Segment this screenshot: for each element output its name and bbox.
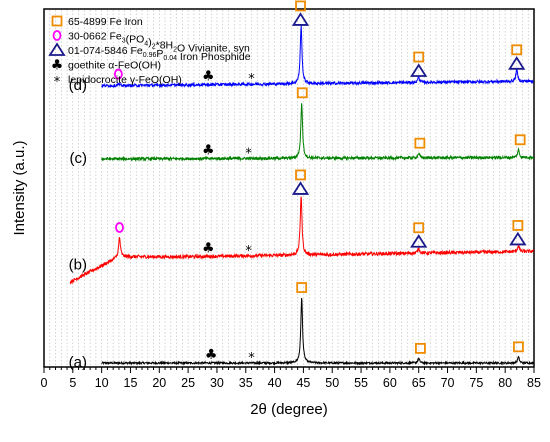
phase-markers: ♣ * ♣ * ♣ * ♣ * [113, 0, 527, 366]
legend-label-2: 30-0662 Fe3(PO4)2*8H2O Vivianite, syn [68, 31, 250, 55]
marker-asterisk: * [245, 244, 252, 259]
marker-circle [113, 68, 123, 80]
marker-triangle [509, 231, 527, 246]
marker-square [295, 0, 306, 12]
x-tick-label: 50 [325, 376, 339, 390]
x-tick-label: 70 [441, 376, 455, 390]
series-line-3 [101, 103, 535, 162]
marker-square [415, 342, 426, 354]
curve-label-4: (d) [69, 77, 87, 94]
x-tick-label: 65 [412, 376, 426, 390]
marker-triangle [410, 63, 428, 77]
series-line-2 [69, 196, 534, 285]
marker-square [514, 134, 526, 146]
marker-square [414, 137, 426, 149]
marker-triangle [410, 234, 428, 248]
y-axis-title: Intensity (a.u.) [11, 140, 28, 235]
marker-asterisk: * [245, 146, 252, 161]
curve-label-2: (b) [69, 257, 87, 274]
marker-club: ♣ [202, 69, 215, 85]
x-tick-label: 80 [498, 376, 512, 390]
legend-label-3: 01-074-5846 Fe0.96P0.04 Iron Phosphide [68, 45, 251, 63]
legend-club-symbol: ♣ [51, 58, 64, 74]
x-tick-label: 45 [296, 376, 310, 390]
x-tick-label: 35 [239, 376, 253, 390]
marker-triangle [508, 56, 526, 70]
marker-square [413, 222, 425, 234]
marker-asterisk: * [248, 351, 255, 366]
x-tick-label: 15 [124, 376, 138, 390]
marker-square [513, 341, 524, 353]
x-tick-label: 5 [69, 376, 76, 390]
x-tick-label: 0 [41, 376, 48, 390]
x-tick-label: 10 [95, 376, 109, 390]
legend-square-symbol [51, 15, 63, 27]
legend-triangle-symbol [48, 42, 66, 56]
x-tick-label: 30 [210, 376, 224, 390]
marker-asterisk: * [248, 72, 255, 87]
marker-square [413, 51, 425, 63]
marker-club: ♣ [205, 347, 218, 363]
curve-label-1: (a) [69, 354, 87, 371]
x-tick-label: 60 [383, 376, 397, 390]
marker-club: ♣ [202, 240, 215, 256]
curve-labels: (a) (b) (c) (d) [69, 77, 87, 371]
marker-club: ♣ [202, 143, 215, 159]
legend-label-1: 65-4899 Fe Iron [68, 16, 143, 28]
x-axis: 0 5 10 15 20 25 30 35 40 45 50 55 60 65 70 75 80 85 [41, 367, 541, 390]
marker-square [511, 44, 523, 56]
marker-circle [115, 222, 124, 233]
marker-square [296, 282, 308, 293]
marker-square [295, 169, 306, 181]
series-line-1 [101, 297, 535, 366]
series-line-4 [101, 25, 534, 89]
x-tick-label: 25 [181, 376, 195, 390]
marker-triangle [291, 12, 310, 26]
curve-label-3: (c) [70, 150, 88, 167]
marker-square [512, 220, 524, 231]
x-tick-label: 20 [152, 376, 166, 390]
marker-square [296, 87, 308, 99]
x-tick-label: 85 [527, 376, 541, 390]
x-tick-label: 75 [469, 376, 483, 390]
x-tick-label: 40 [268, 376, 282, 390]
legend: 65-4899 Fe Iron 30-0662 Fe3(PO4)2*8H2O Vi… [48, 15, 251, 90]
plot-frame [43, 8, 535, 368]
marker-triangle [291, 181, 310, 195]
legend-asterisk-symbol: * [54, 75, 61, 90]
legend-label-4: goethite α-FeO(OH) [68, 60, 161, 72]
legend-label-5: lepidocrocite γ-FeO(OH) [68, 74, 182, 86]
legend-circle-symbol [52, 30, 62, 41]
x-axis-title: 2θ (degree) [250, 401, 328, 418]
series-group [69, 25, 535, 366]
x-tick-label: 55 [354, 376, 368, 390]
